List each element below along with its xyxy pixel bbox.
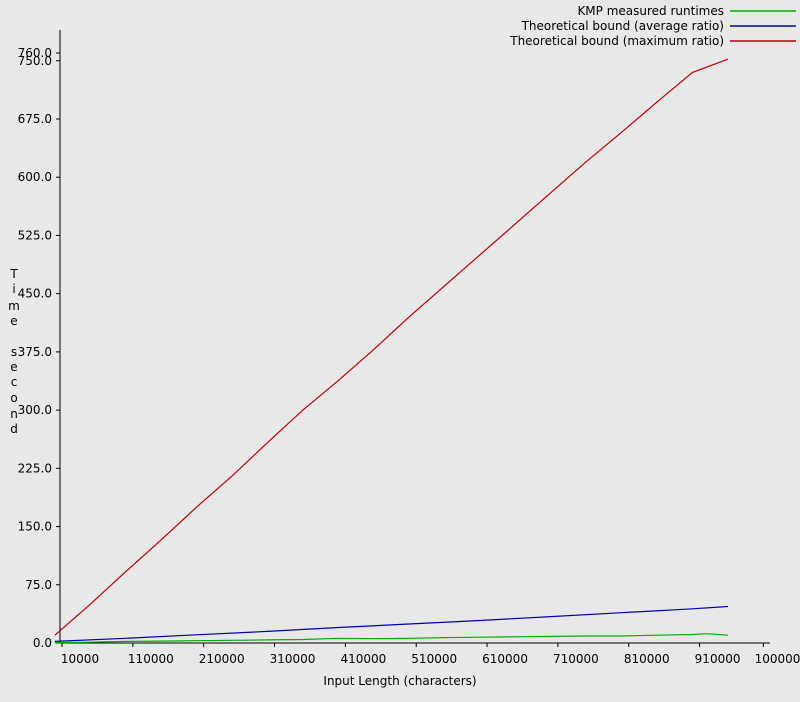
series-line-3 bbox=[54, 58, 729, 636]
y-tick-label: 75.0 bbox=[25, 578, 52, 592]
y-tick-label: 600.0 bbox=[18, 170, 52, 184]
y-tick-label: 675.0 bbox=[18, 112, 52, 126]
x-tick-label: 610000 bbox=[482, 652, 528, 666]
y-axis-label-glyph: c bbox=[11, 375, 18, 389]
x-tick-label: 1000000 bbox=[755, 652, 800, 666]
x-tick-label: 810000 bbox=[624, 652, 670, 666]
x-tick-label: 310000 bbox=[270, 652, 316, 666]
legend-label: KMP measured runtimes bbox=[577, 4, 724, 18]
y-axis-label-glyph: i bbox=[12, 282, 15, 296]
legend-label: Theoretical bound (maximum ratio) bbox=[509, 34, 724, 48]
y-tick-label: 750.0 bbox=[18, 54, 52, 68]
y-tick-label: 150.0 bbox=[18, 520, 52, 534]
legend-label: Theoretical bound (average ratio) bbox=[521, 19, 724, 33]
x-tick-label: 210000 bbox=[199, 652, 245, 666]
y-axis-label-glyph: d bbox=[10, 422, 18, 436]
y-axis-label-glyph: n bbox=[10, 407, 18, 421]
y-tick-label: 0.0 bbox=[33, 636, 52, 650]
y-axis-label-glyph: e bbox=[10, 314, 17, 328]
y-tick-label: 525.0 bbox=[18, 228, 52, 242]
y-tick-label: 450.0 bbox=[18, 287, 52, 301]
x-tick-label: 510000 bbox=[411, 652, 457, 666]
x-tick-label: 410000 bbox=[340, 652, 386, 666]
x-tick-label: 110000 bbox=[128, 652, 174, 666]
axes bbox=[59, 30, 770, 644]
y-axis-label-glyph: o bbox=[10, 391, 17, 405]
x-axis-label: Input Length (characters) bbox=[323, 674, 476, 688]
x-tick-label: 910000 bbox=[695, 652, 741, 666]
y-tick-label: 300.0 bbox=[18, 403, 52, 417]
y-axis-label-glyph: s bbox=[11, 345, 17, 359]
y-axis-ticks: 0.0 75.0 150.0 225.0 300.0 375.0 450.0 525.0 600… bbox=[18, 46, 60, 650]
y-tick-label: 225.0 bbox=[18, 461, 52, 475]
series-lines bbox=[54, 58, 729, 644]
y-axis-label-glyph: T bbox=[9, 267, 18, 281]
y-tick-label: 375.0 bbox=[18, 345, 52, 359]
y-axis-label-glyph: e bbox=[10, 360, 17, 374]
y-tick-label: 760.0 bbox=[18, 46, 52, 60]
y-axis-label-glyph: m bbox=[8, 299, 20, 313]
x-axis-ticks: 10000 110000 210000 310000 410000 510000 61000… bbox=[61, 643, 800, 666]
x-tick-label: 10000 bbox=[61, 652, 99, 666]
series-line-2 bbox=[54, 605, 728, 642]
series-line-1 bbox=[54, 633, 728, 644]
x-tick-label: 710000 bbox=[553, 652, 599, 666]
